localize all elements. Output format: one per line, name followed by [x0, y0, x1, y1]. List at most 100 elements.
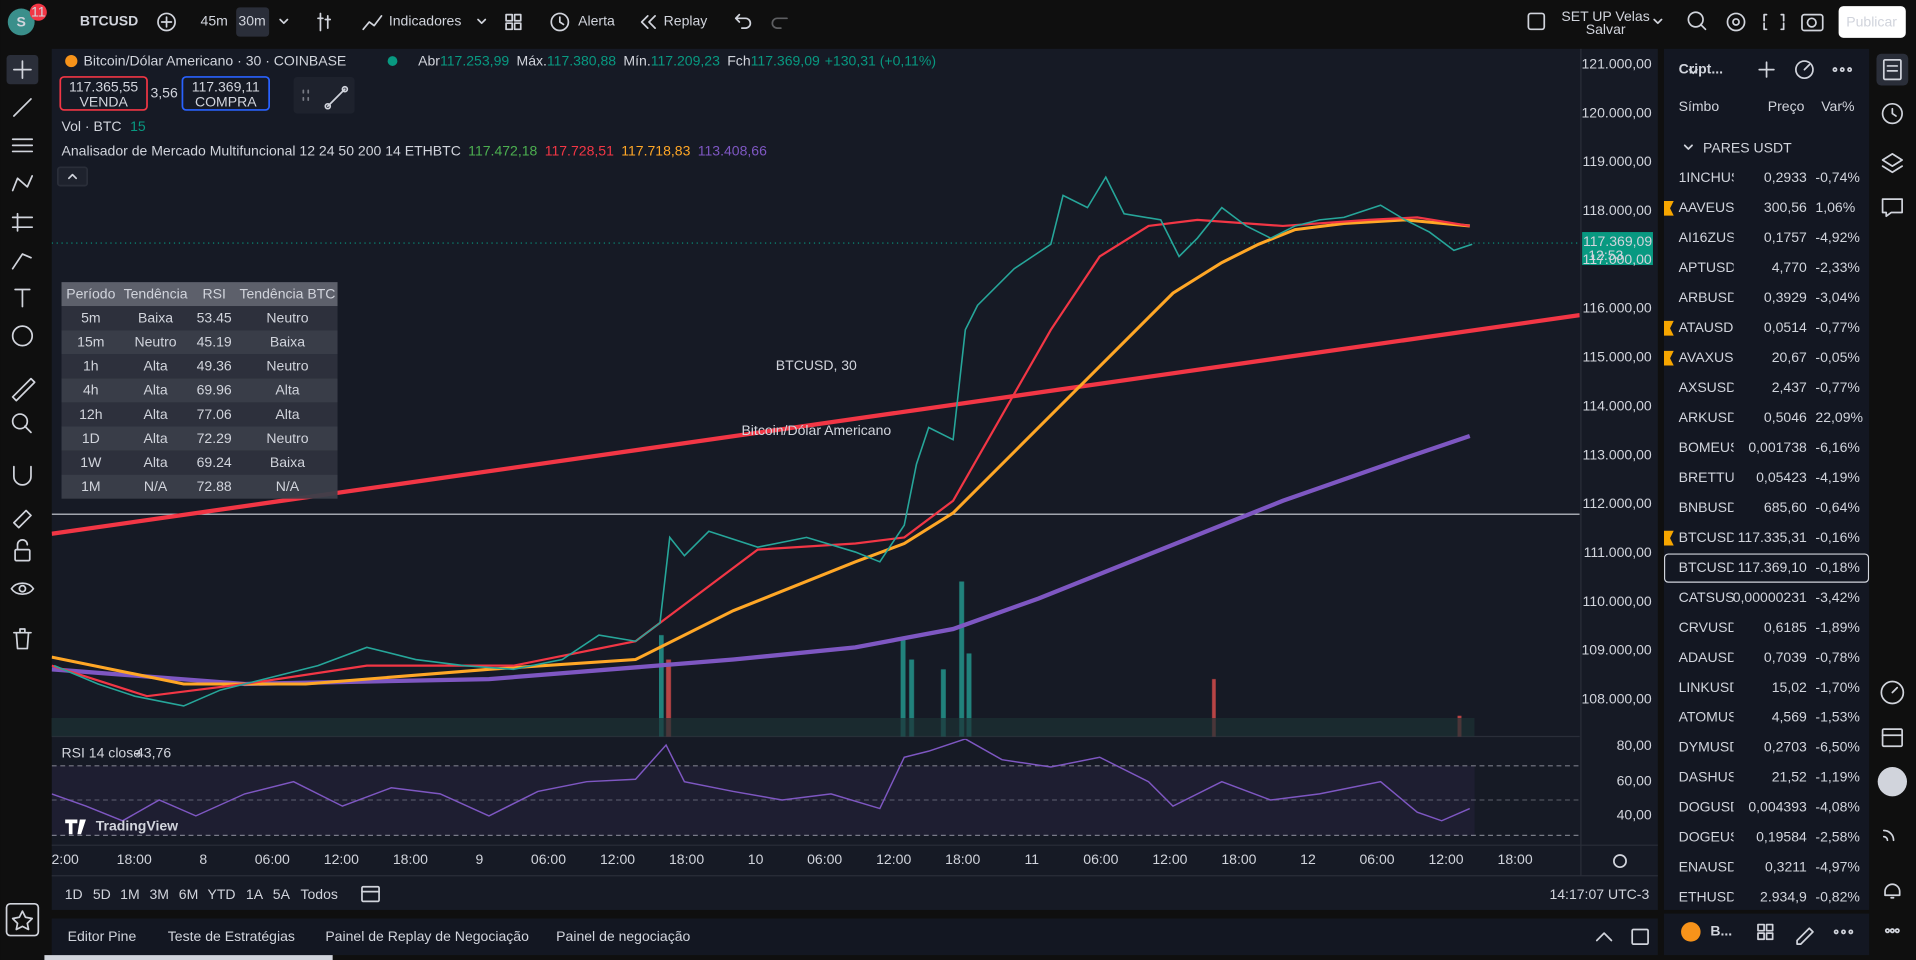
table-cell: Alta	[143, 406, 167, 422]
price: 21,52	[1772, 769, 1807, 785]
volume-label: Vol · BTC	[62, 118, 122, 134]
interval[interactable]: 45m	[201, 13, 228, 29]
table-cell: 77.06	[197, 406, 232, 422]
table-header-bg	[61, 282, 338, 307]
price-tick-label: 108.000,00	[1582, 691, 1652, 707]
alert-button[interactable]: Alerta	[578, 13, 615, 29]
bottom-tab[interactable]: Teste de Estratégias	[168, 928, 295, 944]
table-row-bg	[61, 354, 338, 379]
volume-bars	[51, 581, 1475, 737]
ohlc-label: Abr	[418, 52, 440, 68]
rsi-plot	[51, 738, 1580, 837]
symbol[interactable]: BTCUSD	[1679, 559, 1737, 575]
price-tick-label: 121.000,00	[1582, 55, 1652, 71]
range-button[interactable]: 5A	[273, 886, 291, 902]
time-tick-label: 18:00	[945, 851, 980, 867]
indicator-value: 113.408,66	[698, 142, 767, 158]
price: 0,05423	[1756, 469, 1807, 485]
symbol[interactable]: DYMUSDT	[1679, 739, 1749, 755]
symbol[interactable]: CATSUSDT	[1679, 589, 1754, 605]
rsi-tick-label: 40,00	[1617, 807, 1652, 823]
table-row-bg	[61, 330, 338, 355]
symbol[interactable]: APTUSDT	[1679, 259, 1745, 275]
change: -1,53%	[1815, 709, 1859, 725]
price: 0,1757	[1764, 229, 1807, 245]
range-button[interactable]: Todos	[300, 886, 337, 902]
price: 0,001738	[1748, 439, 1807, 455]
countdown: 12:53	[1588, 247, 1623, 263]
symbol[interactable]: ENAUSDT	[1679, 859, 1746, 875]
price: 0,00000231	[1733, 589, 1807, 605]
time-tick-label: 18:00	[669, 851, 704, 867]
symbol[interactable]: 1INCHUSDT	[1679, 169, 1760, 185]
range-button[interactable]: 5D	[93, 886, 111, 902]
symbol[interactable]: DOGEUSDT	[1679, 829, 1759, 845]
symbol[interactable]: ARBUSDT	[1679, 289, 1746, 305]
bottom-tab[interactable]: Editor Pine	[68, 928, 137, 944]
interval[interactable]: 30m	[238, 13, 265, 29]
table-cell: Neutro	[266, 310, 308, 326]
symbol[interactable]: AXSUSDT	[1679, 379, 1746, 395]
price-tick-label: 110.000,00	[1583, 593, 1652, 609]
table-row-bg	[61, 378, 338, 403]
plot	[51, 175, 1580, 737]
table-cell: 49.36	[197, 358, 232, 374]
last-price-box	[1582, 232, 1653, 266]
publish-button[interactable]: Publicar	[1846, 13, 1897, 29]
ma-200	[51, 434, 1471, 687]
symbol[interactable]: LINKUSDT	[1679, 679, 1749, 695]
symbol[interactable]: DASHUSDT	[1679, 769, 1757, 785]
table-row-bg	[61, 450, 338, 475]
symbol[interactable]: ATAUSDT	[1679, 319, 1743, 335]
layout-name[interactable]: SET UP Velas	[1561, 8, 1649, 24]
symbol[interactable]: BRETTUSDT	[1679, 469, 1764, 485]
symbol[interactable]: ATOMUSDT	[1679, 709, 1757, 725]
rsi-tick-label: 60,00	[1617, 772, 1652, 788]
table-row-bg	[61, 402, 338, 427]
symbol[interactable]: AVAXUSDT	[1679, 349, 1753, 365]
bottom-tab[interactable]: Painel de Replay de Negociação	[325, 928, 529, 944]
symbol[interactable]: ADAUSDT	[1679, 649, 1746, 665]
topbar-icons	[157, 6, 1906, 38]
price: 0,0514	[1764, 319, 1807, 335]
bottom-tab[interactable]: Painel de negociação	[556, 928, 690, 944]
symbol[interactable]: CRVUSDT	[1679, 619, 1747, 635]
symbol[interactable]: BTCUSD	[80, 13, 138, 29]
symbol[interactable]: DOGUSDT	[1679, 799, 1750, 815]
range-button[interactable]: 1M	[120, 886, 139, 902]
selected-row[interactable]	[1663, 553, 1870, 583]
ohlc-label: Fch	[727, 52, 750, 68]
watchlist-title[interactable]: Cript...	[1679, 60, 1723, 76]
symbol[interactable]: ETHUSD	[1679, 889, 1737, 905]
replay-button[interactable]: Replay	[664, 13, 708, 29]
price: 2.934,9	[1760, 889, 1807, 905]
table-cell: 12h	[79, 406, 102, 422]
change: -4,97%	[1815, 859, 1859, 875]
table-cell: 72.29	[197, 430, 232, 446]
symbol[interactable]: BOMEUSDT	[1679, 439, 1759, 455]
range-button[interactable]: 6M	[179, 886, 199, 902]
sell-price[interactable]: 117.365,55	[69, 79, 138, 95]
symbol[interactable]: AAVEUSDT	[1679, 199, 1754, 215]
change: -1,19%	[1815, 769, 1859, 785]
symbol[interactable]: AI16ZUSDT	[1679, 229, 1755, 245]
buy-price[interactable]: 117.369,11	[192, 79, 260, 95]
range-button[interactable]: 1D	[65, 886, 83, 902]
buy-label: COMPRA	[195, 93, 257, 109]
symbol[interactable]: ARKUSDT	[1679, 409, 1746, 425]
indicators-button[interactable]: Indicadores	[389, 13, 462, 29]
ohlc-value: 117.380,88	[547, 52, 616, 68]
change: -0,05%	[1815, 349, 1859, 365]
rsi-label: RSI 14 close	[62, 744, 142, 760]
price: 0,6185	[1764, 619, 1807, 635]
range-button[interactable]: YTD	[207, 886, 235, 902]
range-button[interactable]: 3M	[149, 886, 169, 902]
range-button[interactable]: 1A	[246, 886, 264, 902]
symbol[interactable]: BTCUSDT	[1679, 529, 1746, 545]
symbol[interactable]: BNBUSDT	[1679, 499, 1746, 515]
table-row-bg	[61, 426, 338, 451]
avatar[interactable]	[7, 8, 35, 36]
price-tick-label: 120.000,00	[1582, 104, 1652, 120]
price: 0,19584	[1756, 829, 1807, 845]
